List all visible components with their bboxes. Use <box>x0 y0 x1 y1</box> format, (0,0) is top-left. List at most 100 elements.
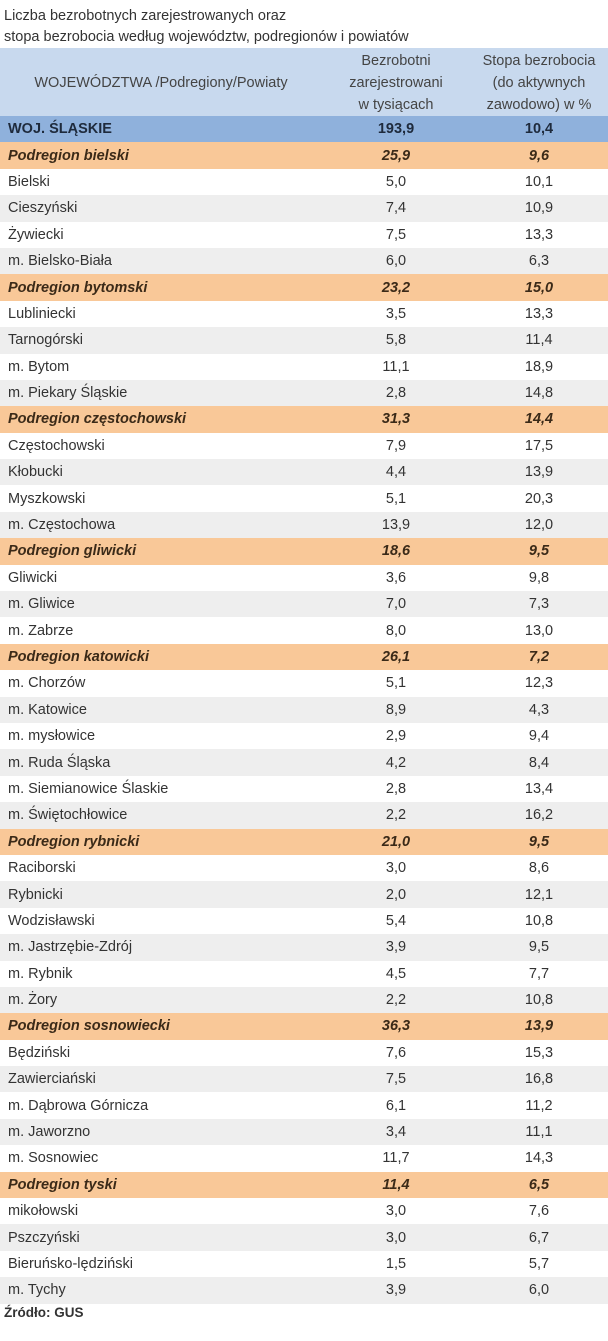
subregion-unemployed: 23,2 <box>322 274 470 301</box>
cell-unemployed: 2,2 <box>322 986 470 1014</box>
cell-unemployed: 2,8 <box>322 775 470 803</box>
subregion-rate: 9,5 <box>470 828 608 855</box>
subregion-unemployed: 11,4 <box>322 1171 470 1199</box>
cell-rate: 10,9 <box>470 195 608 222</box>
cell-rate: 12,1 <box>470 881 608 908</box>
table-header: WOJEWÓDZTWA /Podregiony/Powiaty Bezrobot… <box>0 48 608 116</box>
table-row: m. Siemianowice Ślaskie 2,8 13,4 <box>0 775 608 803</box>
cell-unemployed: 5,8 <box>322 327 470 354</box>
cell-name: Lubliniecki <box>0 300 322 328</box>
cell-rate: 13,3 <box>470 300 608 328</box>
cell-rate: 7,7 <box>470 960 608 987</box>
cell-rate: 5,7 <box>470 1250 608 1278</box>
voivodeship-rate: 10,4 <box>470 116 608 143</box>
cell-rate: 9,4 <box>470 722 608 750</box>
subregion-row: Podregion gliwicki 18,6 9,5 <box>0 538 608 565</box>
cell-unemployed: 2,9 <box>322 722 470 750</box>
subregion-unemployed: 36,3 <box>322 1013 470 1040</box>
cell-rate: 14,3 <box>470 1145 608 1172</box>
subregion-name: Podregion częstochowski <box>0 406 322 433</box>
cell-unemployed: 7,9 <box>322 432 470 460</box>
cell-unemployed: 11,7 <box>322 1145 470 1172</box>
subregion-name: Podregion katowicki <box>0 643 322 671</box>
source-note: Źródło: GUS <box>4 1304 84 1320</box>
cell-name: Raciborski <box>0 854 322 882</box>
table-row: m. Piekary Śląskie 2,8 14,8 <box>0 379 608 407</box>
header-region: WOJEWÓDZTWA /Podregiony/Powiaty <box>0 48 322 116</box>
cell-name: m. Piekary Śląskie <box>0 379 322 407</box>
cell-rate: 16,8 <box>470 1066 608 1093</box>
subregion-unemployed: 26,1 <box>322 643 470 671</box>
cell-rate: 11,2 <box>470 1092 608 1119</box>
cell-name: Będziński <box>0 1039 322 1067</box>
cell-rate: 9,5 <box>470 934 608 961</box>
table-row: m. Częstochowa 13,9 12,0 <box>0 511 608 539</box>
subregion-row: Podregion bielski 25,9 9,6 <box>0 142 608 169</box>
cell-name: Gliwicki <box>0 564 322 592</box>
voivodeship-name: WOJ. ŚLĄSKIE <box>0 116 322 143</box>
cell-unemployed: 3,0 <box>322 854 470 882</box>
subregion-unemployed: 21,0 <box>322 828 470 855</box>
cell-rate: 6,7 <box>470 1224 608 1251</box>
table-title: Liczba bezrobotnych zarejestrowanych ora… <box>0 0 608 48</box>
subregion-name: Podregion bytomski <box>0 274 322 301</box>
table-row: m. Tychy 3,9 6,0 <box>0 1277 608 1304</box>
table-row: m. Sosnowiec 11,7 14,3 <box>0 1145 608 1172</box>
cell-name: m. Zabrze <box>0 617 322 644</box>
subregion-unemployed: 31,3 <box>322 406 470 433</box>
cell-name: m. Świętochłowice <box>0 802 322 829</box>
cell-name: m. Rybnik <box>0 960 322 987</box>
subregion-row: Podregion bytomski 23,2 15,0 <box>0 274 608 301</box>
table-row: m. Katowice 8,9 4,3 <box>0 696 608 723</box>
cell-name: m. Ruda Śląska <box>0 749 322 776</box>
cell-unemployed: 3,4 <box>322 1118 470 1146</box>
table-row: m. Żory 2,2 10,8 <box>0 986 608 1014</box>
cell-name: m. Sosnowiec <box>0 1145 322 1172</box>
cell-rate: 7,6 <box>470 1198 608 1225</box>
cell-unemployed: 3,5 <box>322 300 470 328</box>
cell-rate: 9,8 <box>470 564 608 592</box>
cell-unemployed: 2,2 <box>322 802 470 829</box>
cell-unemployed: 13,9 <box>322 511 470 539</box>
table-row: m. Świętochłowice 2,2 16,2 <box>0 802 608 829</box>
subregion-rate: 9,5 <box>470 538 608 565</box>
subregion-unemployed: 25,9 <box>322 142 470 169</box>
cell-rate: 10,8 <box>470 986 608 1014</box>
table-row: Raciborski 3,0 8,6 <box>0 854 608 882</box>
cell-name: m. Katowice <box>0 696 322 723</box>
table-row: m. Rybnik 4,5 7,7 <box>0 960 608 987</box>
cell-unemployed: 3,9 <box>322 1277 470 1304</box>
cell-name: m. Bielsko-Biała <box>0 247 322 275</box>
table-row: Cieszyński 7,4 10,9 <box>0 195 608 222</box>
table-row: Gliwicki 3,6 9,8 <box>0 564 608 592</box>
table-row: Częstochowski 7,9 17,5 <box>0 432 608 460</box>
table-row: m. Zabrze 8,0 13,0 <box>0 617 608 644</box>
cell-rate: 8,4 <box>470 749 608 776</box>
cell-rate: 10,8 <box>470 907 608 935</box>
header-unemployed: Bezrobotni zarejestrowani w tysiącach <box>322 48 470 116</box>
subregion-rate: 13,9 <box>470 1013 608 1040</box>
cell-rate: 8,6 <box>470 854 608 882</box>
subregion-name: Podregion gliwicki <box>0 538 322 565</box>
cell-name: m. Gliwice <box>0 591 322 618</box>
table-row: m. Dąbrowa Górnicza 6,1 11,2 <box>0 1092 608 1119</box>
cell-name: mikołowski <box>0 1198 322 1225</box>
cell-unemployed: 11,1 <box>322 353 470 380</box>
cell-rate: 6,0 <box>470 1277 608 1304</box>
cell-unemployed: 6,1 <box>322 1092 470 1119</box>
cell-rate: 15,3 <box>470 1039 608 1067</box>
cell-name: m. Bytom <box>0 353 322 380</box>
table-row: m. Gliwice 7,0 7,3 <box>0 591 608 618</box>
cell-name: Cieszyński <box>0 195 322 222</box>
cell-name: m. Dąbrowa Górnicza <box>0 1092 322 1119</box>
cell-unemployed: 2,8 <box>322 379 470 407</box>
subregion-row: Podregion sosnowiecki 36,3 13,9 <box>0 1013 608 1040</box>
cell-unemployed: 5,4 <box>322 907 470 935</box>
cell-name: Myszkowski <box>0 485 322 512</box>
table-row: Żywiecki 7,5 13,3 <box>0 221 608 248</box>
subregion-row: Podregion tyski 11,4 6,5 <box>0 1171 608 1199</box>
voivodeship-unemployed: 193,9 <box>322 116 470 143</box>
cell-unemployed: 4,4 <box>322 459 470 486</box>
cell-rate: 13,9 <box>470 459 608 486</box>
subregion-unemployed: 18,6 <box>322 538 470 565</box>
